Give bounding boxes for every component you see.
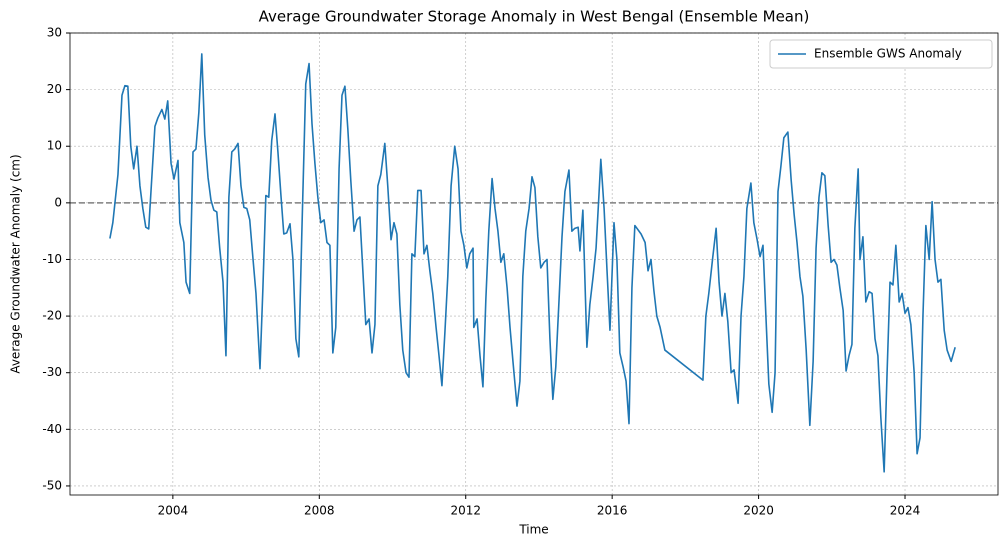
data-line [109, 53, 956, 473]
y-tick-label: -40 [42, 422, 62, 436]
x-tick-label: 2008 [304, 504, 335, 518]
x-tick-label: 2004 [158, 504, 189, 518]
legend-label: Ensemble GWS Anomaly [814, 47, 962, 61]
x-axis-label: Time [518, 523, 548, 537]
y-tick-label: 20 [47, 82, 62, 96]
x-tick-label: 2020 [743, 504, 774, 518]
y-tick-label: -30 [42, 365, 62, 379]
y-tick-label: 0 [54, 195, 62, 209]
x-tick-label: 2016 [597, 504, 628, 518]
y-tick-label: -50 [42, 478, 62, 492]
legend-box [769, 39, 993, 69]
y-tick-label: 30 [47, 26, 62, 40]
x-tick-label: 2012 [450, 504, 481, 518]
plot-frame [69, 32, 999, 496]
y-axis-label: Average Groundwater Anomaly (cm) [9, 154, 23, 373]
x-tick-label: 2024 [890, 504, 921, 518]
chart-title: Average Groundwater Storage Anomaly in W… [259, 8, 810, 26]
y-tick-label: -10 [42, 252, 62, 266]
y-tick-label: 10 [47, 139, 62, 153]
y-tick-label: -20 [42, 309, 62, 323]
